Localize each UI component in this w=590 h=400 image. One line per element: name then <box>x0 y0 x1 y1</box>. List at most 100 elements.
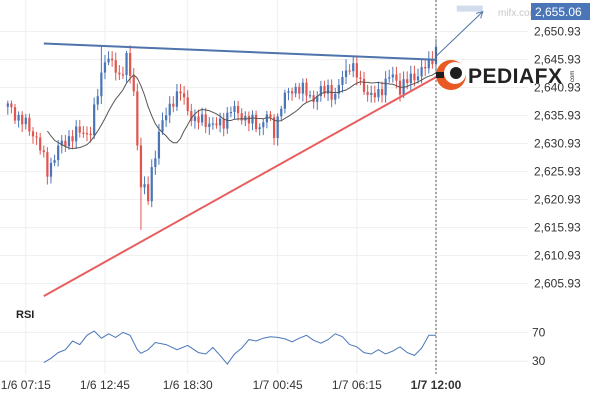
candle-body <box>204 114 207 128</box>
candle-body <box>111 58 114 61</box>
candle-body <box>175 91 179 107</box>
candle-body <box>380 89 384 96</box>
candle-body <box>395 74 398 81</box>
price-tick-label: 2,620.93 <box>534 193 581 207</box>
candle <box>380 81 384 103</box>
candle-body <box>136 91 139 146</box>
candle <box>316 91 319 110</box>
candle-body <box>240 113 243 121</box>
price-tick-label: 2,645.93 <box>534 53 581 67</box>
candle-body <box>305 82 308 96</box>
price-tick-label: 2,615.93 <box>534 221 581 235</box>
candle-body <box>233 105 236 112</box>
time-tick-label: 1/7 12:00 <box>411 378 462 392</box>
candle-body <box>103 62 107 73</box>
candle-body <box>82 132 85 134</box>
candle-body <box>420 66 423 77</box>
logo: PEDIAFX com <box>436 60 576 90</box>
grid-layer <box>0 0 528 374</box>
candle <box>388 69 391 84</box>
candle-body <box>13 107 17 121</box>
candle-body <box>352 63 355 72</box>
candle-body <box>168 103 171 116</box>
time-tick-label: 1/7 06:15 <box>332 378 382 392</box>
candle <box>233 100 236 120</box>
candle-body <box>118 72 121 75</box>
rsi-tick-label: 70 <box>532 325 546 339</box>
candle-body <box>280 108 283 117</box>
candle-body <box>114 60 117 73</box>
candle-body <box>413 73 416 81</box>
candle <box>53 154 56 166</box>
time-tick-label: 1/7 00:45 <box>253 378 303 392</box>
candle-body <box>60 140 63 146</box>
candle <box>377 81 380 102</box>
time-tick-label: 1/6 07:15 <box>1 378 51 392</box>
candle <box>150 159 153 208</box>
candle <box>352 56 355 78</box>
candle <box>13 104 17 124</box>
candle-body <box>17 114 20 121</box>
rsi-tick-label: 30 <box>532 354 546 368</box>
candle-body <box>71 136 74 142</box>
candle <box>136 83 139 151</box>
candle <box>305 78 308 103</box>
candle <box>359 70 362 86</box>
candle-body <box>366 91 369 95</box>
candle <box>344 59 348 85</box>
candle-body <box>218 118 222 126</box>
candle <box>247 111 251 132</box>
candle-body <box>193 116 197 121</box>
candle-body <box>89 133 92 136</box>
candle-body <box>287 91 290 93</box>
candle <box>272 114 276 146</box>
candle <box>413 65 416 87</box>
price-tick-label: 2,625.93 <box>534 165 581 179</box>
candle-body <box>319 86 322 97</box>
candle <box>308 90 312 99</box>
candle <box>229 106 233 118</box>
candle-body <box>272 117 276 139</box>
candle-body <box>344 70 348 77</box>
candle <box>409 65 412 91</box>
candle <box>211 117 215 130</box>
candle <box>395 66 398 89</box>
candle <box>82 125 85 138</box>
candle <box>384 71 387 103</box>
candle <box>175 83 179 111</box>
candle-body <box>215 123 218 126</box>
candle <box>280 105 283 122</box>
candle-body <box>251 114 254 124</box>
candle <box>168 96 171 124</box>
candle-body <box>254 114 258 130</box>
candle-body <box>377 89 380 98</box>
candle <box>298 82 301 100</box>
candle-layer <box>6 38 438 230</box>
candle-body <box>258 127 261 130</box>
candle-body <box>265 114 268 123</box>
candle <box>6 100 9 115</box>
candle <box>21 111 24 132</box>
resistance-trendline <box>43 42 437 61</box>
candle-body <box>121 74 125 76</box>
candle <box>42 145 45 158</box>
candle-body <box>186 97 189 112</box>
candle <box>132 68 135 97</box>
candle <box>96 89 99 111</box>
candle <box>75 120 78 149</box>
candle-body <box>298 86 301 94</box>
candle <box>154 150 157 175</box>
price-badge: 2,655.06 <box>531 3 590 20</box>
candle <box>362 71 366 95</box>
candle-body <box>316 96 319 103</box>
candle-body <box>424 66 427 69</box>
candle <box>165 107 168 127</box>
candle <box>64 134 67 153</box>
candle-body <box>139 145 143 188</box>
candle-body <box>244 116 247 121</box>
time-tick-label: 1/6 12:45 <box>80 378 130 392</box>
candle-body <box>96 96 99 105</box>
candle-body <box>67 136 71 147</box>
candle-body <box>409 73 412 84</box>
